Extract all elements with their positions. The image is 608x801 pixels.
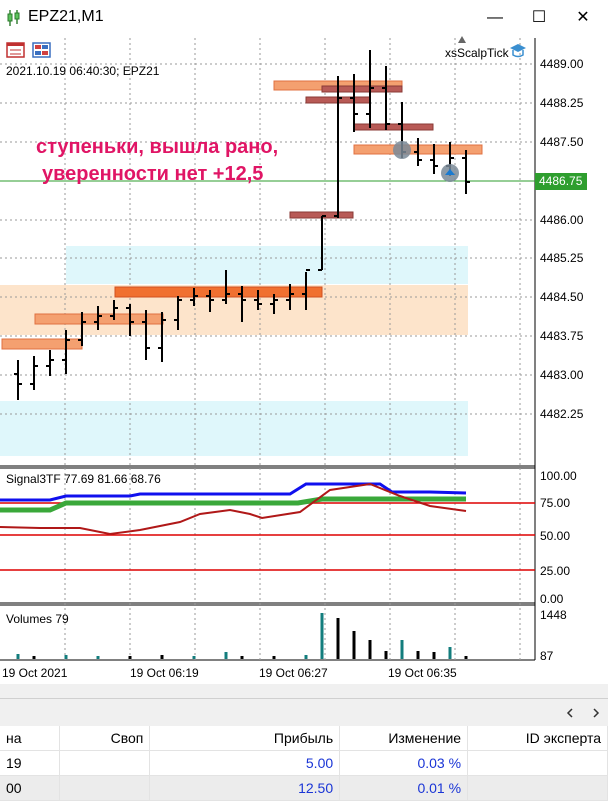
cell-profit: 12.50 [149,775,341,801]
entry-marker-icon[interactable] [393,141,411,159]
scroll-right-icon [593,708,600,718]
time-label-2: 19 Oct 06:27 [259,666,328,680]
chart-grid [0,38,535,660]
col-header-profit[interactable]: Прибыль [149,726,341,751]
chart-info-label: 2021.10.19 06:40:30; EPZ21 [6,64,160,78]
cell-swap [59,775,151,801]
price-tick-2: 4487.50 [540,135,584,149]
time-label-0: 19 Oct 2021 [2,666,68,680]
price-tick-9: 4482.25 [540,407,584,421]
time-label-3: 19 Oct 06:35 [388,666,457,680]
table-row[interactable]: 00 12.50 0.01 % [0,775,608,801]
cell-time: 00 [0,775,61,801]
col-header-time[interactable]: на [0,726,61,751]
cell-swap [59,750,151,776]
current-price-label: 4486.75 [539,174,583,188]
current-price-tag [535,173,587,190]
price-tick-0: 4489.00 [540,57,584,71]
scrollbar-track [566,708,600,718]
col-header-swap[interactable]: Своп [59,726,151,751]
indicator-tick-3: 25.00 [540,564,571,578]
shift-arrow-icon[interactable] [458,36,466,43]
volume-label: Volumes 79 [6,612,69,626]
scroll-left-icon [566,708,573,718]
col-header-change[interactable]: Изменение [339,726,469,751]
buy-zone-high [66,246,468,284]
trades-table: на Своп Прибыль Изменение ID эксперта 19… [0,726,608,801]
price-tick-1: 4488.25 [540,96,584,110]
cell-change: 0.01 % [339,775,469,801]
minimize-button[interactable]: — [487,9,503,26]
price-chart-svg[interactable] [0,36,608,684]
cell-expert-id [467,750,608,776]
chart-app-icon [7,10,20,26]
price-tick-5: 4485.25 [540,251,584,265]
expert-advisor-icon[interactable] [510,44,526,58]
price-tick-6: 4484.50 [540,290,584,304]
signal-indicator [0,482,535,571]
cell-expert-id [467,775,608,801]
price-tick-4: 4486.00 [540,213,584,227]
chart-area[interactable]: 2021.10.19 06:40:30; EPZ21 xsScalpTick с… [0,36,608,684]
price-tick-7: 4483.75 [540,329,584,343]
panel-splitter[interactable] [0,684,608,698]
horizontal-scrollbar[interactable] [0,698,608,727]
ohlc-bars [14,50,470,400]
close-button[interactable]: ✕ [576,9,590,26]
window-title: EPZ21,M1 [28,8,104,25]
cell-profit: 5.00 [149,750,341,776]
table-header-row: на Своп Прибыль Изменение ID эксперта [0,726,608,751]
chart-annotation-line2: уверенности нет +12,5 [42,163,264,185]
indicator-tick-0: 100.00 [540,469,577,483]
time-label-1: 19 Oct 06:19 [130,666,199,680]
buy-zone-low [0,401,468,456]
cell-change: 0.03 % [339,750,469,776]
chart-annotation-line1: ступеньки, вышла рано, [36,136,279,158]
indicator-tick-2: 50.00 [540,529,571,543]
price-tick-8: 4483.00 [540,368,584,382]
volume-bars [16,613,468,659]
indicator-tick-1: 75.00 [540,496,571,510]
expert-label: xsScalpTick [445,46,509,60]
exit-arrow-icon [445,169,455,175]
volume-tick-max: 1448 [540,608,567,622]
volume-tick-min: 87 [540,649,554,663]
table-row[interactable]: 19 5.00 0.03 % [0,750,608,776]
market-depth-icon[interactable] [32,42,51,58]
trade-toolbar-icon[interactable] [6,42,25,58]
window-titlebar: EPZ21,M1 — ☐ ✕ [0,0,608,36]
cell-time: 19 [0,750,61,776]
indicator-tick-4: 0.00 [540,592,564,606]
maximize-button[interactable]: ☐ [531,9,547,26]
col-header-expert-id[interactable]: ID эксперта [467,726,608,751]
indicator-label: Signal3TF 77.69 81.66 68.76 [6,472,161,486]
